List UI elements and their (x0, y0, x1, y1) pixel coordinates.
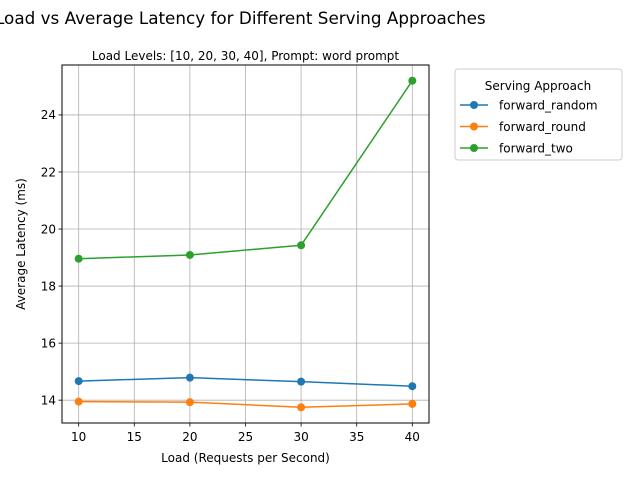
x-axis-label: Load (Requests per Second) (161, 451, 330, 465)
legend-swatch-marker (470, 144, 478, 152)
legend-label: forward_round (499, 120, 586, 134)
series-group (74, 76, 417, 412)
grid (62, 65, 429, 423)
data-point (74, 377, 83, 386)
y-tick-label: 16 (41, 336, 56, 350)
legend-title: Serving Approach (485, 79, 591, 93)
legend-swatch-marker (470, 122, 478, 131)
axis-ticks: 10 15 20 25 30 35 40 14 16 18 20 22 24 (41, 108, 420, 444)
y-tick-label: 18 (41, 279, 56, 293)
legend: Serving Approach forward_random forward_r… (454, 68, 623, 161)
x-tick-label: 35 (349, 430, 364, 444)
data-point (74, 254, 83, 263)
y-tick-label: 14 (41, 393, 56, 407)
series-line (78, 80, 413, 260)
legend-label: forward_two (499, 141, 573, 155)
plot-frame (61, 64, 430, 424)
x-tick-label: 25 (238, 430, 253, 444)
series-forward_round (74, 397, 417, 412)
data-point (408, 76, 417, 85)
data-point (297, 377, 306, 386)
data-point (408, 382, 417, 391)
y-axis-label: Average Latency (ms) (14, 178, 28, 310)
data-point (185, 250, 194, 259)
legend-entry: forward_random (460, 98, 598, 112)
legend-swatch-marker (470, 101, 478, 109)
series-line (78, 400, 413, 409)
x-tick-label: 10 (71, 430, 86, 444)
x-tick-label: 20 (182, 430, 197, 444)
y-tick-label: 22 (41, 165, 56, 179)
legend-box (454, 68, 623, 161)
data-point (185, 398, 194, 407)
data-point (297, 241, 306, 250)
y-tick-label: 24 (41, 108, 56, 122)
x-tick-label: 30 (293, 430, 308, 444)
x-tick-label: 40 (405, 430, 420, 444)
y-tick-label: 20 (41, 222, 56, 236)
data-point (185, 373, 194, 382)
legend-label: forward_random (499, 98, 598, 112)
series-forward_two (74, 76, 417, 263)
x-tick-label: 15 (127, 430, 142, 444)
series-forward_random (74, 373, 417, 391)
legend-entry: forward_round (460, 120, 586, 134)
chart-title: Load vs Average Latency for Different Se… (0, 8, 486, 28)
legend-entry: forward_two (460, 141, 573, 155)
data-point (408, 399, 417, 408)
data-point (74, 397, 83, 406)
data-point (297, 403, 306, 412)
chart-subtitle: Load Levels: [10, 20, 30, 40], Prompt: w… (92, 49, 399, 63)
series-line (78, 376, 413, 387)
